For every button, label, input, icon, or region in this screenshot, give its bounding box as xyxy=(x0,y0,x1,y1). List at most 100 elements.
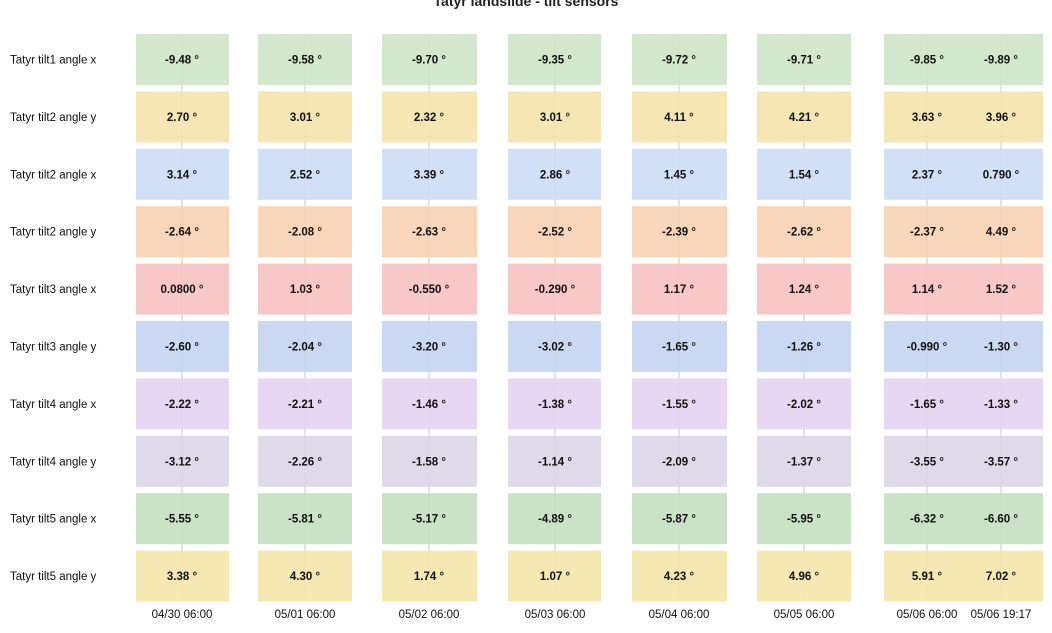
cell-value: -9.48 ° xyxy=(165,55,199,67)
cell-block xyxy=(258,148,352,200)
cell-value: 1.17 ° xyxy=(664,284,695,296)
cell-block xyxy=(884,321,1043,372)
cell-value: 1.45 ° xyxy=(664,169,695,181)
cell-value: 5.91 ° xyxy=(912,571,943,583)
cell-block xyxy=(136,34,229,85)
cell-value: 3.63 ° xyxy=(912,112,943,124)
row-labels: Tatyr tilt1 angle x Tatyr tilt2 angle y Ta… xyxy=(10,55,97,584)
cell-value: -0.550 ° xyxy=(409,284,450,296)
cell-block xyxy=(757,91,851,143)
cell-block xyxy=(382,206,477,258)
cell-value: 2.86 ° xyxy=(540,169,571,181)
cell-block xyxy=(508,263,601,315)
cell-value: -1.55 ° xyxy=(662,399,696,411)
cell-value: -2.60 ° xyxy=(165,342,199,354)
x-tick-label: 05/06 19:17 xyxy=(971,609,1032,621)
cell-value: -1.37 ° xyxy=(787,456,821,468)
cell-block xyxy=(757,321,851,372)
cell-block xyxy=(136,435,229,487)
cell-block xyxy=(136,321,229,372)
cell-value: -0.290 ° xyxy=(535,284,576,296)
cell-block xyxy=(508,34,601,85)
cell-value: -4.89 ° xyxy=(538,514,572,526)
cell-value: -2.64 ° xyxy=(165,227,199,239)
cell-value: -9.35 ° xyxy=(538,55,572,67)
cell-block xyxy=(508,321,601,372)
x-axis-ticks: 04/30 06:00 05/01 06:00 05/02 06:00 05/03 0… xyxy=(152,609,1032,621)
cell-value: -3.57 ° xyxy=(984,456,1018,468)
cell-value: 3.01 ° xyxy=(290,112,321,124)
cell-value: -2.39 ° xyxy=(662,227,696,239)
row-label: Tatyr tilt4 angle x xyxy=(10,399,97,411)
cell-block xyxy=(136,148,229,200)
cell-value: -5.17 ° xyxy=(412,514,446,526)
cell-block xyxy=(136,263,229,315)
cell-value: -9.85 ° xyxy=(910,55,944,67)
cell-value: -2.52 ° xyxy=(538,227,572,239)
cell-block xyxy=(757,493,851,545)
cell-value: -9.71 ° xyxy=(787,55,821,67)
cell-value: 2.52 ° xyxy=(290,169,321,181)
cell-value: 4.11 ° xyxy=(664,112,694,124)
cell-block xyxy=(632,321,727,372)
cell-block xyxy=(508,378,601,430)
cell-value: -1.14 ° xyxy=(538,456,572,468)
cell-value: 4.49 ° xyxy=(986,227,1017,239)
cell-block xyxy=(632,34,727,85)
cell-value: 2.37 ° xyxy=(912,169,943,181)
cell-value: 3.96 ° xyxy=(986,112,1017,124)
cell-block xyxy=(884,148,1043,200)
cell-block xyxy=(136,493,229,545)
cell-value: -9.70 ° xyxy=(412,55,446,67)
cell-block xyxy=(258,435,352,487)
cell-block xyxy=(757,206,851,258)
cell-block xyxy=(508,91,601,143)
cell-value: 4.21 ° xyxy=(789,112,820,124)
cell-block xyxy=(258,493,352,545)
cell-block xyxy=(136,378,229,430)
cell-value: -1.46 ° xyxy=(412,399,446,411)
cell-value: 1.14 ° xyxy=(912,284,943,296)
cell-value: -5.95 ° xyxy=(787,514,821,526)
cell-block xyxy=(382,493,477,545)
cell-block xyxy=(884,435,1043,487)
cell-value: -2.09 ° xyxy=(662,456,696,468)
cell-block xyxy=(258,206,352,258)
cell-value: 4.23 ° xyxy=(664,571,695,583)
cell-block xyxy=(508,435,601,487)
cell-block xyxy=(757,550,851,602)
row-label: Tatyr tilt2 angle y xyxy=(10,112,97,124)
cell-block xyxy=(382,378,477,430)
cell-value: 3.38 ° xyxy=(167,571,198,583)
cell-block xyxy=(136,206,229,258)
cell-block xyxy=(382,435,477,487)
cell-block xyxy=(632,206,727,258)
cell-block xyxy=(258,550,352,602)
cell-block xyxy=(382,34,477,85)
cell-value: -2.63 ° xyxy=(412,227,446,239)
cell-block xyxy=(884,91,1043,143)
cell-block xyxy=(632,148,727,200)
cell-block xyxy=(632,378,727,430)
cells: -9.48 ° -9.58 ° -9.70 ° -9.35 ° -9.72 ° -9.71… xyxy=(136,34,1043,602)
cell-value: -3.12 ° xyxy=(165,456,199,468)
cell-block xyxy=(382,91,477,143)
cell-value: -5.81 ° xyxy=(288,514,322,526)
cell-value: -1.65 ° xyxy=(910,399,944,411)
cell-block xyxy=(632,263,727,315)
x-tick-label: 05/02 06:00 xyxy=(399,609,460,621)
row-label: Tatyr tilt2 angle y xyxy=(10,227,97,239)
x-tick-label: 05/06 06:00 xyxy=(897,609,958,621)
cell-value: 0.0800 ° xyxy=(161,284,204,296)
cell-block xyxy=(258,263,352,315)
cell-value: 1.54 ° xyxy=(789,169,820,181)
cell-block xyxy=(884,378,1043,430)
cell-block xyxy=(258,378,352,430)
chart-title: Tatyr landslide - tilt sensors xyxy=(433,0,619,9)
cell-block xyxy=(632,435,727,487)
cell-value: -9.58 ° xyxy=(288,55,322,67)
cell-value: 7.02 ° xyxy=(986,571,1017,583)
cell-block xyxy=(136,91,229,143)
cell-value: -2.04 ° xyxy=(288,342,322,354)
cell-value: -6.60 ° xyxy=(984,514,1018,526)
